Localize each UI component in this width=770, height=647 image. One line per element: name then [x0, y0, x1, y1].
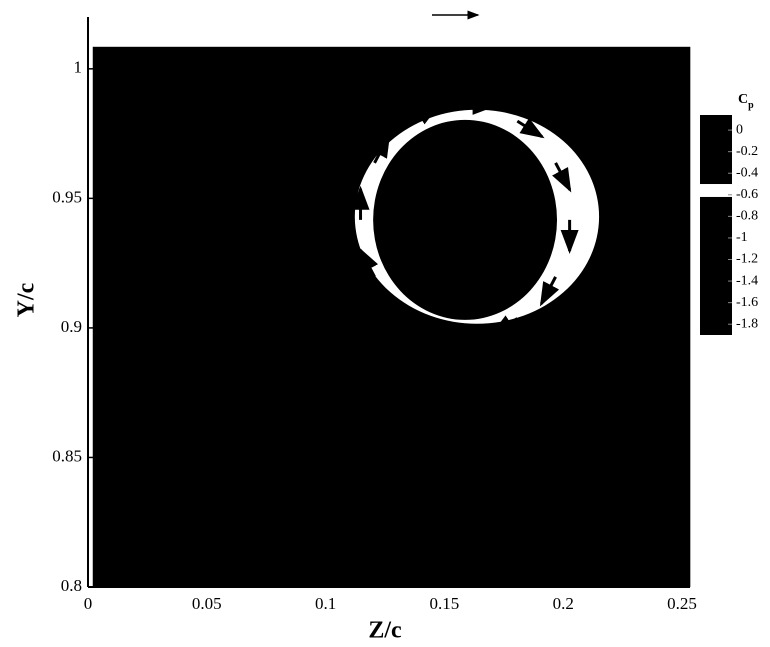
colorbar-tick-label: -0.4	[736, 165, 758, 180]
colorbar-tick-label: -0.8	[736, 209, 758, 224]
colorbar-tick-label: -1.2	[736, 252, 758, 267]
velocity-vector	[539, 276, 560, 307]
colorbar-tick-label: 0	[736, 122, 743, 137]
velocity-vector	[552, 162, 572, 193]
y-tick-label: 0.95	[52, 187, 82, 206]
colorbar-title: Cp	[738, 92, 754, 111]
colorbar-band	[700, 184, 732, 197]
y-tick-label: 0.9	[61, 317, 82, 336]
y-tick-label: 1	[74, 58, 83, 77]
velocity-vector	[490, 315, 519, 336]
velocity-vector	[412, 104, 441, 125]
colorbar-tick-label: -0.2	[736, 144, 758, 159]
colorbar-title-sub: p	[748, 100, 754, 111]
colorbar-tick-label: -1.4	[736, 273, 758, 288]
colorbar-title-main: C	[738, 92, 748, 107]
velocity-vector	[516, 117, 545, 139]
x-tick-label: 0	[84, 594, 93, 613]
y-tick-label: 0.85	[52, 446, 82, 465]
x-axis-title: Z/c	[368, 618, 402, 644]
velocity-vector	[385, 301, 414, 322]
x-tick-label: 0.1	[315, 594, 336, 613]
x-tick-label: 0.05	[192, 594, 222, 613]
colorbar	[700, 115, 732, 335]
colorbar-tick-label: -1.6	[736, 295, 758, 310]
colorbar-tick-label: -0.6	[736, 187, 758, 202]
velocity-vector	[358, 247, 379, 278]
velocity-vector	[371, 133, 391, 164]
colorbar-tick-label: -1.8	[736, 316, 758, 331]
y-tick-label: 0.8	[61, 576, 82, 595]
x-tick-label: 0.2	[553, 594, 574, 613]
field-background	[92, 46, 691, 587]
colorbar-tick-label: -1	[736, 230, 748, 245]
x-tick-label: 0.25	[667, 594, 697, 613]
y-axis-title: Y/c	[14, 282, 40, 317]
x-tick-label: 0.15	[430, 594, 460, 613]
